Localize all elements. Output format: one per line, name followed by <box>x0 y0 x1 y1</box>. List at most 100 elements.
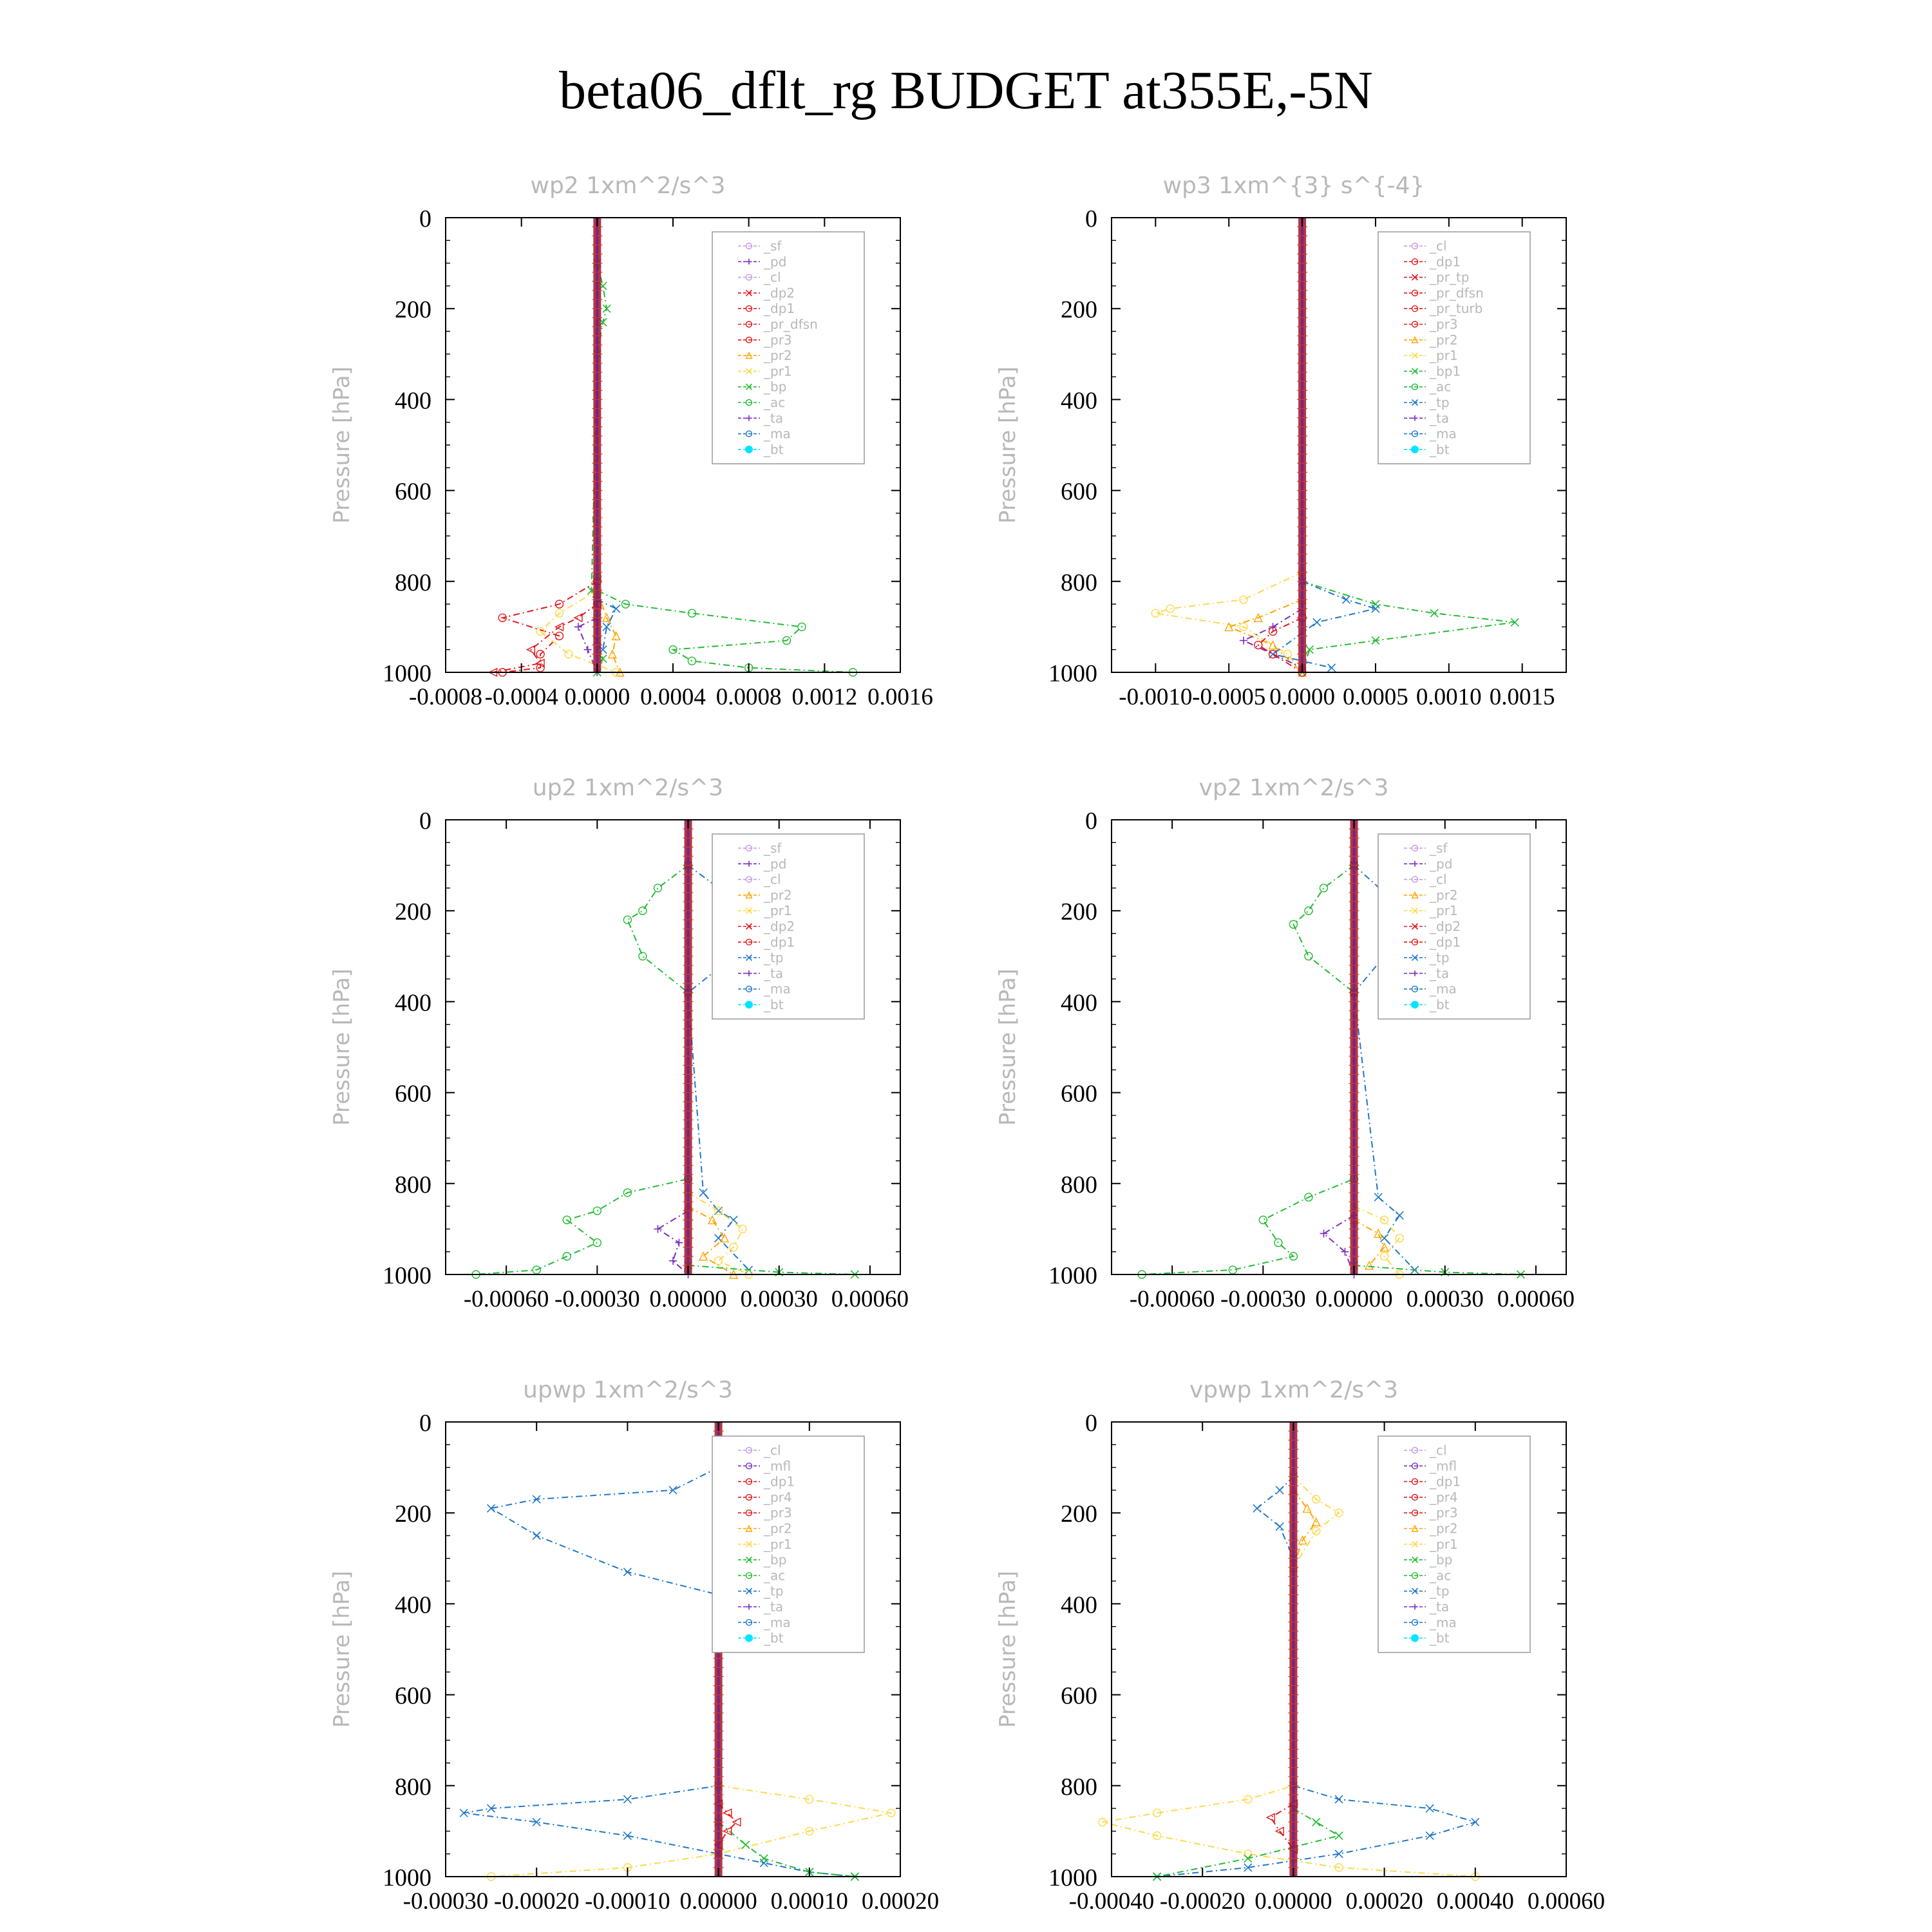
legend-marker <box>1411 1557 1419 1564</box>
series-point <box>1374 1193 1383 1202</box>
series-point <box>564 650 573 659</box>
legend-entry-pr_turb: _pr_turb <box>1429 301 1482 316</box>
series-point <box>573 613 583 623</box>
chart-panels: wp2 1xm^2/s^3 Pressure [hPa] 0 200 400 600 800… <box>329 173 1605 1915</box>
y-tick-label: 200 <box>1061 296 1097 323</box>
legend-entry-cl: _cl <box>1429 872 1447 887</box>
legend-marker <box>745 289 753 296</box>
series-line-pr1 <box>1354 1206 1401 1275</box>
series-point <box>1268 627 1278 636</box>
x-tick-label: 0.00020 <box>1345 1888 1423 1915</box>
legend-entry-dp1: _dp1 <box>763 1474 795 1490</box>
legend-marker <box>1411 1634 1419 1642</box>
x-tick-label: -0.00030 <box>554 1286 640 1312</box>
legend-entry-sf: _sf <box>763 840 782 856</box>
legend-marker <box>745 336 753 343</box>
legend-entry-ac: _ac <box>763 1567 785 1583</box>
legend-entry-dp1: _dp1 <box>1429 934 1461 950</box>
x-tick-label: 0.0000 <box>1269 684 1335 710</box>
y-tick-label: 1000 <box>1048 660 1097 687</box>
legend-entry-ta: _ta <box>763 965 783 981</box>
series-point <box>1471 1817 1480 1826</box>
series-point <box>532 1817 541 1826</box>
legend-entry-tp: _tp <box>763 950 784 965</box>
legend-entry-ta: _ta <box>763 410 783 426</box>
legend-marker <box>745 321 753 328</box>
legend-marker <box>745 305 753 312</box>
series-point <box>1430 609 1439 618</box>
series-point <box>805 1795 814 1804</box>
legend-marker <box>745 844 753 852</box>
legend-marker <box>745 954 753 961</box>
legend-entry-dp2: _dp2 <box>763 919 795 934</box>
legend-entry-bt: _bt <box>763 442 784 457</box>
legend-entry-bp: _bp <box>1429 1552 1452 1567</box>
legend-entry-pr3: _pr3 <box>1429 317 1458 332</box>
series-point <box>1269 623 1277 631</box>
series-point <box>1275 1522 1284 1531</box>
y-tick-label: 1000 <box>1048 1864 1097 1891</box>
legend-marker <box>1411 1619 1419 1626</box>
legend-box <box>1378 1435 1531 1653</box>
legend-entry-pr1: _pr1 <box>1429 1537 1458 1552</box>
legend-marker <box>745 907 753 914</box>
series-point <box>623 1567 632 1577</box>
x-tick-label: -0.00040 <box>1069 1888 1155 1915</box>
y-axis-label: Pressure [hPa] <box>329 366 355 524</box>
legend-entry-bt: _bt <box>763 997 784 1012</box>
series-point <box>602 622 611 631</box>
y-tick-label: 200 <box>395 1501 431 1528</box>
series-line-pr2 <box>1227 599 1303 673</box>
series-point <box>729 1242 738 1252</box>
series-point <box>759 1854 768 1863</box>
series-point <box>729 1215 738 1224</box>
series-point <box>498 613 507 622</box>
legend-entry-pr2: _pr2 <box>1429 887 1458 903</box>
x-tick-label: 0.0008 <box>716 684 782 710</box>
y-tick-label: 0 <box>419 205 431 232</box>
series-point <box>1311 1495 1321 1504</box>
legend-entry-pr4: _pr4 <box>763 1490 792 1505</box>
y-tick-label: 600 <box>1061 1081 1097 1108</box>
legend-marker <box>1412 970 1418 976</box>
legend-entry-bp: _bp <box>763 379 786 395</box>
legend-marker <box>1411 1587 1419 1595</box>
legend-entry-tp: _tp <box>1429 1584 1450 1599</box>
legend-marker <box>746 258 752 265</box>
series-point <box>623 1831 632 1841</box>
y-tick-label: 400 <box>1061 1591 1097 1618</box>
series-point <box>1304 1193 1313 1202</box>
legend-marker <box>1411 383 1419 390</box>
chart-panel-upwp: upwp 1xm^2/s^3 Pressure [hPa] 0 200 400 600 80… <box>329 1377 939 1915</box>
y-axis-label: Pressure [hPa] <box>995 366 1021 524</box>
y-tick-label: 0 <box>1085 205 1097 232</box>
series-point <box>536 627 545 636</box>
y-tick-label: 400 <box>1061 387 1097 414</box>
series-point <box>782 636 791 645</box>
series-point <box>1151 609 1160 618</box>
x-tick-label: -0.00020 <box>494 1888 580 1915</box>
legend-entry-mfl: _mfl <box>763 1458 791 1473</box>
legend-marker <box>1411 321 1419 328</box>
series-point <box>1224 621 1234 632</box>
x-tick-label: 0.00020 <box>862 1888 939 1915</box>
series-point <box>669 1256 677 1265</box>
legend-marker <box>1411 430 1419 437</box>
legend-entry-pr3: _pr3 <box>763 332 792 348</box>
series-point <box>653 884 663 893</box>
legend-marker <box>745 1478 753 1485</box>
series-point <box>1274 1238 1283 1247</box>
legend-marker <box>1411 1524 1419 1532</box>
series-point <box>699 1188 708 1197</box>
series-point <box>1327 663 1336 672</box>
series-line-dp1 <box>717 1803 738 1846</box>
series-point <box>1379 1252 1389 1261</box>
y-tick-label: 800 <box>1061 569 1097 596</box>
y-tick-label: 1000 <box>1048 1262 1097 1289</box>
legend-box <box>712 1435 865 1653</box>
legend-marker <box>1411 305 1419 312</box>
legend-marker <box>745 1524 753 1532</box>
series-point <box>1311 1526 1321 1536</box>
series-point <box>1425 1831 1434 1841</box>
x-tick-label: 0.00000 <box>1315 1286 1392 1312</box>
